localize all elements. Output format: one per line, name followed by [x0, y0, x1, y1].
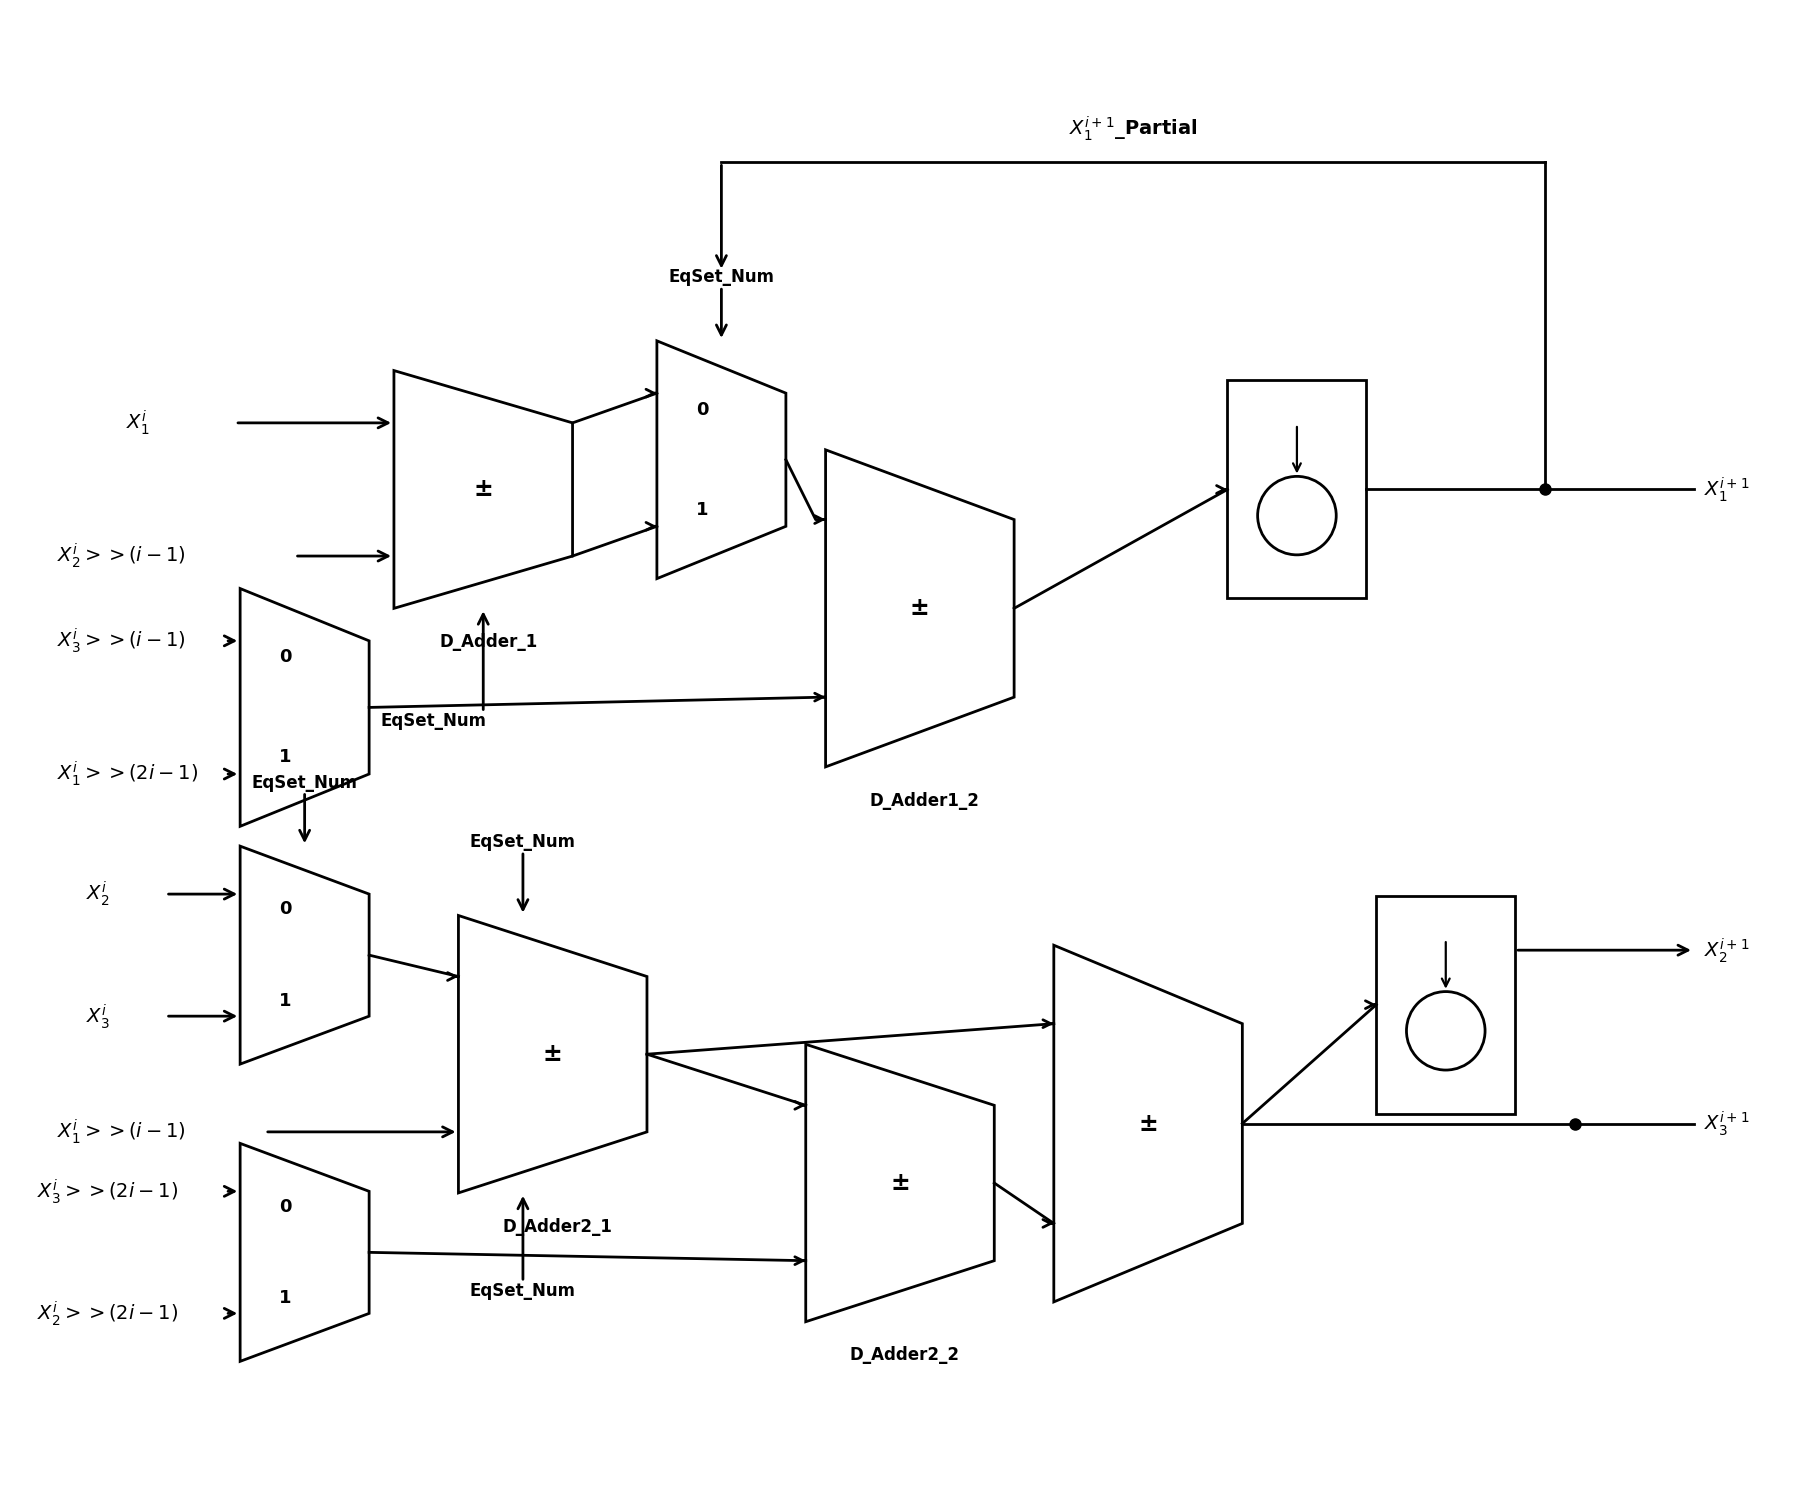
- Text: EqSet_Num: EqSet_Num: [380, 713, 487, 731]
- Text: EqSet_Num: EqSet_Num: [470, 1282, 577, 1301]
- Text: $X_3^{i+1}$: $X_3^{i+1}$: [1703, 1109, 1750, 1138]
- Text: 1: 1: [279, 1288, 292, 1307]
- Bar: [1227, 380, 1366, 598]
- Text: 1: 1: [696, 500, 708, 518]
- Text: D_Adder_1: D_Adder_1: [440, 633, 537, 651]
- Text: $X_1^{i+1}$: $X_1^{i+1}$: [1703, 475, 1750, 503]
- Text: 0: 0: [279, 900, 292, 918]
- Text: 1: 1: [279, 749, 292, 767]
- Text: D_Adder2_1: D_Adder2_1: [503, 1218, 613, 1236]
- Text: $X_2^i$: $X_2^i$: [86, 880, 110, 909]
- Text: 0: 0: [279, 648, 292, 666]
- Text: ±: ±: [542, 1043, 562, 1067]
- Text: EqSet_Num: EqSet_Num: [252, 773, 357, 791]
- Text: $X_3^i>>(2i-1)$: $X_3^i>>(2i-1)$: [36, 1177, 178, 1206]
- Text: $X_3^i$: $X_3^i$: [86, 1002, 110, 1031]
- Text: $X_2^i>>(i-1)$: $X_2^i>>(i-1)$: [56, 541, 186, 570]
- Text: $X_1^i>>(i-1)$: $X_1^i>>(i-1)$: [56, 1118, 186, 1147]
- Bar: [1377, 895, 1515, 1114]
- Text: $X_1^i$: $X_1^i$: [126, 408, 150, 437]
- Text: D_Adder2_2: D_Adder2_2: [851, 1346, 960, 1364]
- Text: ±: ±: [1139, 1112, 1159, 1136]
- Text: 1: 1: [279, 992, 292, 1010]
- Text: ±: ±: [910, 597, 930, 621]
- Text: $X_2^{i+1}$: $X_2^{i+1}$: [1703, 936, 1750, 964]
- Text: $X_3^i>>(i-1)$: $X_3^i>>(i-1)$: [56, 627, 186, 656]
- Text: $X_1^{i+1}$_Partial: $X_1^{i+1}$_Partial: [1069, 115, 1197, 143]
- Text: ±: ±: [474, 478, 494, 502]
- Text: EqSet_Num: EqSet_Num: [669, 268, 775, 286]
- Text: $X_1^i>>(2i-1)$: $X_1^i>>(2i-1)$: [56, 760, 198, 788]
- Text: EqSet_Num: EqSet_Num: [470, 833, 577, 851]
- Text: ±: ±: [890, 1171, 910, 1195]
- Text: 0: 0: [696, 401, 708, 419]
- Text: 0: 0: [279, 1198, 292, 1216]
- Text: $X_2^i>>(2i-1)$: $X_2^i>>(2i-1)$: [36, 1299, 178, 1328]
- Text: D_Adder1_2: D_Adder1_2: [870, 791, 980, 809]
